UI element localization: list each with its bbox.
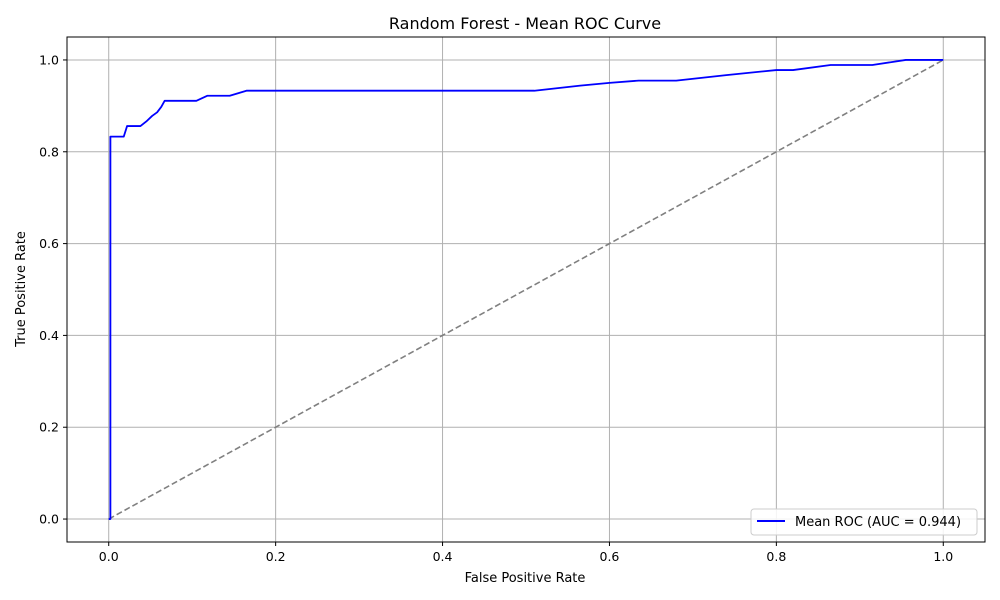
y-tick-label: 1.0 (39, 52, 59, 67)
chart-title: Random Forest - Mean ROC Curve (389, 14, 661, 33)
x-tick-label: 0.2 (266, 549, 286, 564)
x-tick-label: 1.0 (933, 549, 953, 564)
y-tick-label: 0.4 (39, 328, 59, 343)
y-axis-label: True Positive Rate (14, 231, 29, 348)
y-tick-label: 0.8 (39, 144, 59, 159)
x-axis-label: False Positive Rate (465, 571, 586, 586)
y-tick-label: 0.2 (39, 420, 59, 435)
x-tick-label: 0.0 (99, 549, 119, 564)
series-layer (108, 59, 944, 520)
x-tick-label: 0.8 (766, 549, 786, 564)
mean-roc-line (108, 59, 944, 520)
plot-area-frame (66, 36, 986, 543)
grid-lines (67, 37, 985, 542)
legend: Mean ROC (AUC = 0.944) (750, 508, 978, 536)
legend-box (750, 508, 978, 536)
y-tick-label: 0.6 (39, 236, 59, 251)
x-tick-label: 0.6 (600, 549, 620, 564)
legend-label: Mean ROC (AUC = 0.944) (795, 515, 961, 530)
y-tick-label: 0.0 (39, 512, 59, 527)
x-tick-label: 0.4 (433, 549, 453, 564)
axis-ticks: 0.0 0.2 0.4 0.6 0.8 1.0 0.0 0.2 0.4 0.6 0.8 1.0 (39, 52, 953, 564)
chance-diagonal-line (108, 59, 944, 520)
